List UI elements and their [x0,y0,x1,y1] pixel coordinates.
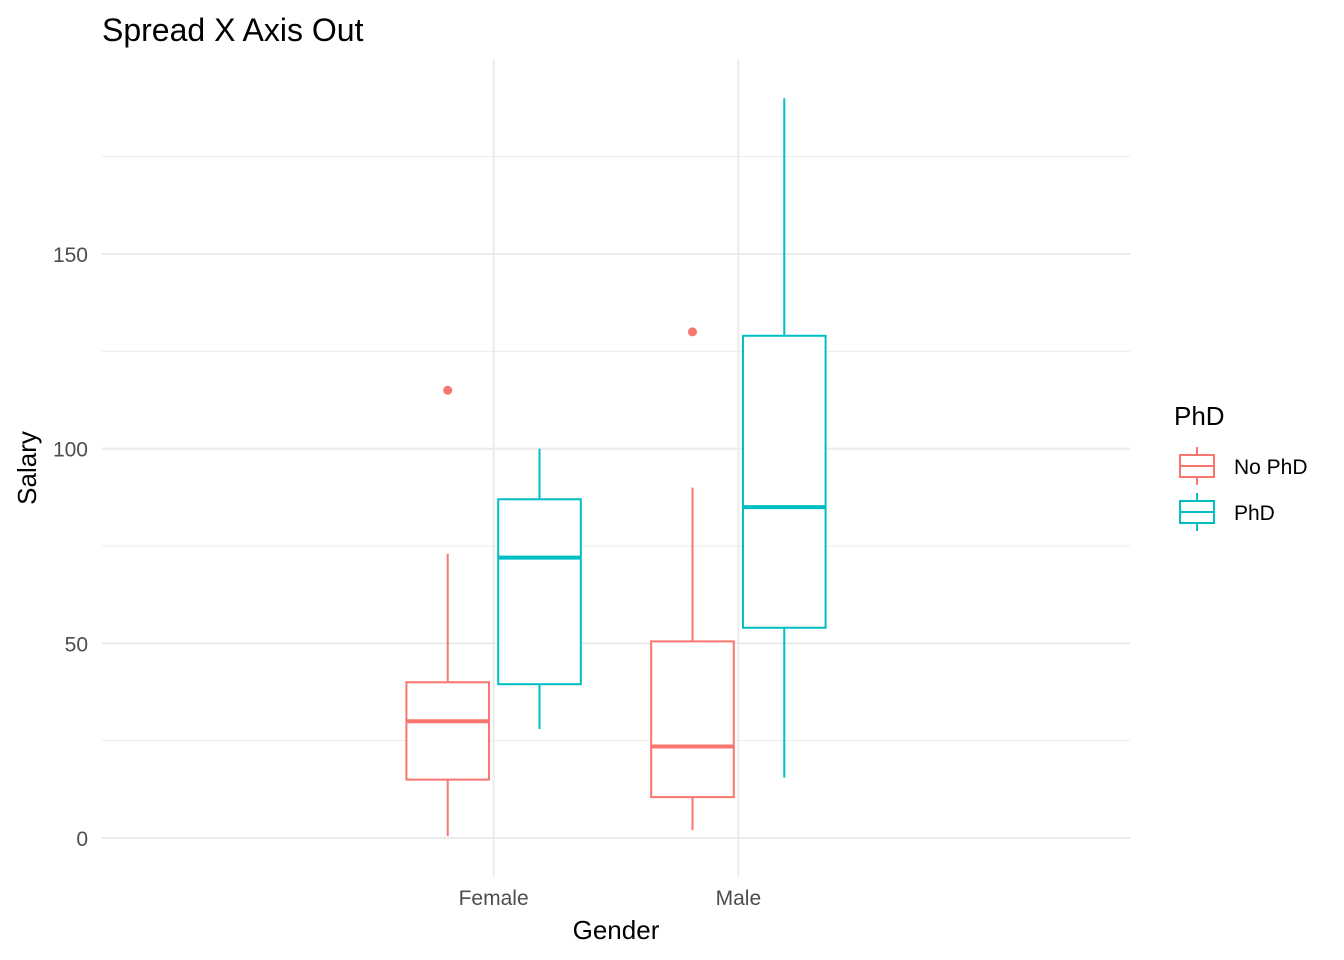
y-tick-labels: 0 50 100 150 [53,244,88,851]
x-axis-title: Gender [573,915,660,945]
y-tick-label: 150 [53,244,88,267]
x-tick-labels: Female Male [459,887,762,910]
y-tick-label: 50 [65,633,88,656]
chart-title: Spread X Axis Out [102,12,364,48]
legend-title: PhD [1174,401,1225,431]
x-tick-label: Male [716,887,762,910]
outlier-point [443,385,453,395]
box-series [405,98,827,837]
outlier-point [687,327,697,337]
box-no-phd-female [405,385,491,837]
y-tick-label: 0 [76,828,88,851]
legend-label: No PhD [1234,456,1308,479]
box-phd-male [741,98,827,778]
box-phd-female [497,448,582,729]
legend-label: PhD [1234,502,1275,525]
grid-lines [102,60,1130,877]
legend: PhD No PhD PhD [1174,401,1308,531]
box-iqr [497,498,582,686]
y-tick-label: 100 [53,439,88,462]
legend-item-phd: PhD [1179,493,1275,531]
box-iqr [741,334,827,629]
x-tick-label: Female [459,887,529,910]
y-axis-title: Salary [12,431,42,505]
legend-item-no-phd: No PhD [1179,447,1308,485]
box-iqr [650,640,735,799]
box-no-phd-male [650,327,735,831]
box-iqr [405,681,491,781]
